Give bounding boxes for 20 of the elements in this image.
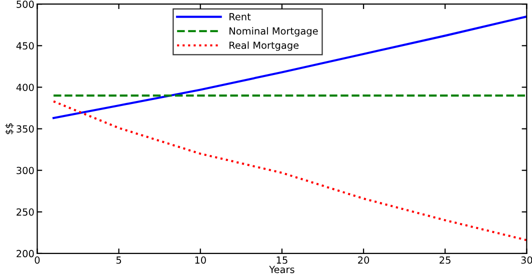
x-tick-label: 15: [276, 256, 288, 264]
x-tick-label: 30: [521, 256, 532, 264]
y-tick-label: 350: [16, 125, 34, 133]
y-tick-label: 200: [16, 250, 34, 258]
y-axis-title: $$: [5, 123, 14, 134]
y-tick-label: 400: [16, 84, 34, 92]
x-tick-label: 0: [34, 256, 40, 264]
x-tick-label: 5: [116, 256, 122, 264]
legend-label: Rent: [230, 13, 251, 20]
x-tick-label: 10: [195, 256, 206, 264]
y-tick-label: 300: [16, 166, 34, 174]
legend-label: Real Mortgage: [230, 41, 299, 51]
line-series: [52, 100, 527, 242]
x-axis-title: Years: [269, 266, 294, 274]
legend-label: Nominal Mortgage: [230, 27, 318, 37]
x-tick-label: 20: [358, 256, 370, 264]
x-tick-label: 25: [440, 256, 450, 264]
y-tick-label: 500: [16, 0, 34, 8]
y-tick-label: 250: [16, 208, 34, 216]
y-tick-label: 450: [16, 42, 34, 50]
